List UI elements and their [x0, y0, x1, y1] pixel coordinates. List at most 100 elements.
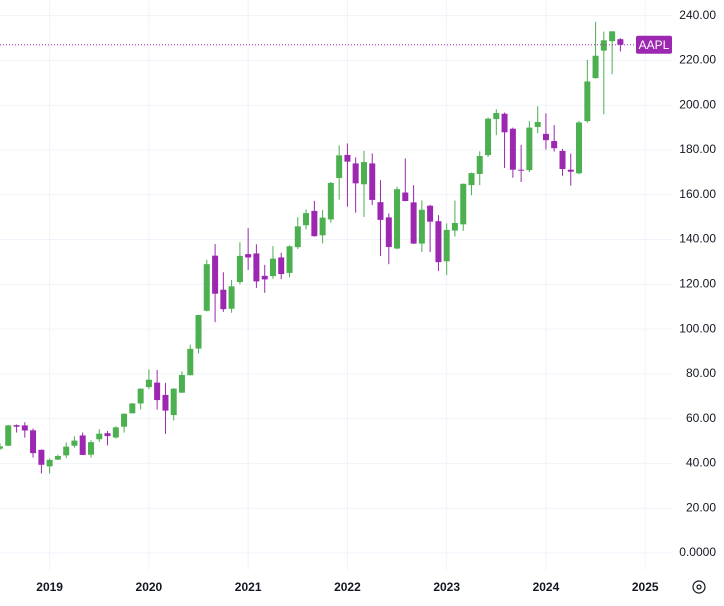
candle-body: [377, 202, 384, 220]
y-tick-label: 20.00: [686, 500, 716, 514]
candle-body: [294, 226, 301, 248]
candle-body: [187, 348, 194, 376]
x-tick-label: 2023: [433, 580, 460, 594]
candle-body: [38, 449, 45, 465]
price-badge-label: AAPL: [639, 38, 670, 52]
candle-body: [534, 122, 541, 127]
candle-body: [220, 289, 227, 310]
candle-body: [600, 40, 607, 51]
candle-body: [54, 456, 61, 460]
candle-body: [468, 173, 475, 186]
candle-body: [145, 379, 152, 388]
plot: [0, 0, 672, 570]
candle-body: [13, 425, 20, 427]
x-tick-label: 2025: [632, 580, 659, 594]
candle-body: [443, 229, 450, 262]
candle-body: [592, 55, 599, 79]
candle-body: [427, 205, 434, 222]
candle-body: [63, 446, 70, 456]
candle-body: [253, 253, 260, 282]
gear-outline: [692, 580, 706, 594]
candle-body: [203, 264, 210, 311]
candle-body: [352, 163, 359, 184]
candle-body: [435, 221, 442, 263]
candle-body: [485, 118, 492, 156]
candle-body: [261, 275, 268, 280]
candle-body: [21, 425, 28, 431]
candle-body: [178, 375, 185, 393]
candle-body: [303, 213, 310, 226]
candle-body: [584, 81, 591, 122]
candle-body: [286, 246, 293, 273]
y-tick-label: 180.00: [679, 142, 716, 156]
candle-body: [501, 113, 508, 133]
candle-body: [104, 433, 111, 437]
x-tick-label: 2022: [334, 580, 361, 594]
candle-body: [228, 286, 235, 309]
candle-body: [451, 222, 458, 231]
candle-body: [418, 209, 425, 244]
candle-body: [245, 254, 252, 258]
y-tick-label: 220.00: [679, 53, 716, 67]
candle-body: [609, 31, 616, 42]
candle-body: [121, 413, 128, 427]
candle-body: [0, 446, 3, 449]
candle-body: [319, 217, 326, 236]
candle-body: [278, 257, 285, 275]
candle-body: [269, 258, 276, 277]
candle-body: [526, 127, 533, 171]
candle-body: [46, 459, 53, 467]
candle-body: [518, 169, 525, 171]
candle-body: [311, 210, 318, 237]
x-tick-label: 2021: [235, 580, 262, 594]
candle-body: [236, 255, 243, 283]
candle-body: [394, 189, 401, 249]
y-tick-label: 160.00: [679, 187, 716, 201]
candle-body: [162, 394, 169, 411]
candle-body: [154, 382, 161, 401]
candle-body: [559, 150, 566, 170]
y-tick-label: 80.00: [686, 366, 716, 380]
candle-body: [79, 435, 86, 455]
gear-hub: [696, 584, 702, 590]
candle-body: [344, 154, 351, 162]
y-tick-label: 60.00: [686, 411, 716, 425]
x-tick-label: 2020: [136, 580, 163, 594]
candle-body: [129, 403, 136, 414]
candle-body: [542, 133, 549, 141]
candle-body: [385, 217, 392, 247]
candle-body: [402, 192, 409, 202]
candle-body: [369, 163, 376, 200]
y-tick-label: 100.00: [679, 321, 716, 335]
candle-body: [551, 141, 558, 149]
candle-body: [30, 430, 37, 454]
candle-body: [410, 202, 417, 244]
x-tick-label: 2024: [533, 580, 560, 594]
candle-body: [195, 315, 202, 349]
y-tick-label: 140.00: [679, 232, 716, 246]
candle-body: [96, 433, 103, 440]
candle-body: [112, 427, 119, 438]
candle-body: [575, 122, 582, 174]
candle-body: [360, 162, 367, 185]
candle-body: [137, 388, 144, 404]
settings-icon[interactable]: [692, 580, 706, 594]
candle-body: [71, 440, 78, 446]
candle-body: [509, 128, 516, 170]
y-tick-label: 120.00: [679, 277, 716, 291]
y-tick-label: 240.00: [679, 8, 716, 22]
candle-body: [493, 113, 500, 120]
candle-body: [327, 182, 334, 220]
y-tick-label: 40.00: [686, 456, 716, 470]
candle-body: [88, 442, 95, 455]
y-tick-label: 200.00: [679, 97, 716, 111]
candle-body: [617, 39, 624, 45]
y-tick-label: 0.0000: [679, 545, 716, 559]
candle-body: [170, 388, 177, 416]
candle-body: [460, 183, 467, 225]
price-badge: [636, 35, 672, 54]
candle-body: [336, 155, 343, 178]
candle-body: [212, 255, 219, 294]
candle-body: [5, 425, 12, 446]
